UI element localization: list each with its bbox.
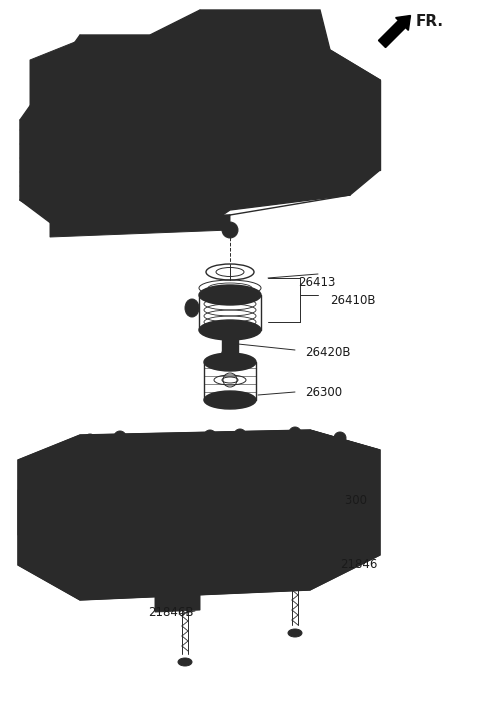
Circle shape: [334, 432, 346, 444]
Ellipse shape: [288, 629, 302, 637]
Polygon shape: [305, 462, 365, 560]
Circle shape: [211, 530, 218, 537]
Polygon shape: [95, 88, 310, 152]
Circle shape: [27, 132, 43, 148]
Circle shape: [172, 95, 188, 111]
Circle shape: [43, 63, 67, 87]
Ellipse shape: [222, 331, 238, 339]
Circle shape: [155, 545, 175, 565]
Circle shape: [180, 485, 230, 535]
Circle shape: [234, 429, 246, 441]
Circle shape: [225, 516, 231, 523]
Circle shape: [192, 484, 199, 491]
Circle shape: [98, 478, 182, 562]
Text: 26300: 26300: [305, 387, 342, 399]
Circle shape: [263, 551, 269, 556]
Circle shape: [84, 434, 96, 446]
Circle shape: [211, 484, 218, 491]
Circle shape: [232, 90, 248, 106]
Polygon shape: [80, 468, 310, 600]
Polygon shape: [310, 430, 380, 590]
Ellipse shape: [250, 441, 290, 455]
Circle shape: [27, 152, 43, 168]
Circle shape: [312, 122, 368, 178]
Circle shape: [184, 489, 191, 496]
Polygon shape: [155, 563, 200, 612]
Circle shape: [93, 473, 107, 487]
Circle shape: [45, 95, 65, 115]
Ellipse shape: [222, 349, 238, 357]
Ellipse shape: [199, 285, 261, 305]
Ellipse shape: [324, 492, 346, 508]
Circle shape: [227, 533, 233, 539]
Polygon shape: [50, 215, 230, 237]
Text: 26410B: 26410B: [330, 293, 375, 307]
Polygon shape: [20, 10, 380, 230]
Circle shape: [219, 524, 226, 531]
Bar: [222, 335, 238, 353]
Circle shape: [292, 630, 298, 636]
Ellipse shape: [49, 503, 61, 527]
Circle shape: [233, 463, 247, 477]
Circle shape: [88, 548, 102, 562]
Circle shape: [273, 553, 287, 567]
Circle shape: [222, 222, 238, 238]
Circle shape: [289, 427, 301, 439]
Circle shape: [227, 551, 233, 556]
Circle shape: [179, 516, 185, 523]
Circle shape: [240, 561, 247, 568]
Circle shape: [204, 430, 216, 442]
FancyArrow shape: [378, 16, 410, 47]
Text: FR.: FR.: [416, 15, 444, 30]
Circle shape: [227, 506, 233, 513]
Circle shape: [250, 522, 255, 529]
Circle shape: [135, 515, 145, 525]
Circle shape: [240, 522, 247, 529]
Circle shape: [182, 659, 188, 665]
Circle shape: [192, 530, 199, 537]
Circle shape: [265, 542, 271, 548]
Polygon shape: [18, 430, 380, 472]
Polygon shape: [18, 460, 80, 600]
Circle shape: [225, 542, 231, 548]
Circle shape: [228, 525, 268, 565]
Circle shape: [184, 524, 191, 531]
Circle shape: [232, 527, 239, 532]
Circle shape: [177, 506, 183, 513]
Circle shape: [112, 100, 128, 116]
Ellipse shape: [204, 391, 256, 409]
Circle shape: [202, 481, 208, 489]
Circle shape: [114, 431, 126, 443]
Circle shape: [202, 532, 208, 539]
Circle shape: [232, 558, 239, 563]
Polygon shape: [30, 40, 95, 135]
Circle shape: [257, 527, 264, 532]
Ellipse shape: [199, 320, 261, 340]
Ellipse shape: [156, 557, 201, 569]
Circle shape: [179, 497, 185, 504]
Circle shape: [219, 489, 226, 496]
Text: 26420B: 26420B: [305, 346, 350, 358]
Circle shape: [263, 533, 269, 539]
Circle shape: [225, 497, 231, 504]
Circle shape: [168, 465, 182, 479]
Circle shape: [27, 172, 43, 188]
Circle shape: [257, 558, 264, 563]
Text: 21846B: 21846B: [148, 605, 193, 619]
Text: 26413: 26413: [298, 276, 336, 288]
Ellipse shape: [185, 299, 199, 317]
Polygon shape: [18, 490, 55, 540]
Circle shape: [88, 468, 102, 482]
Ellipse shape: [128, 442, 192, 464]
Text: 23300: 23300: [330, 493, 367, 506]
Circle shape: [250, 561, 255, 568]
Ellipse shape: [178, 658, 192, 666]
Ellipse shape: [204, 353, 256, 371]
Circle shape: [273, 463, 287, 477]
Circle shape: [31, 188, 45, 202]
Text: 21846: 21846: [340, 559, 377, 571]
Polygon shape: [18, 430, 380, 600]
